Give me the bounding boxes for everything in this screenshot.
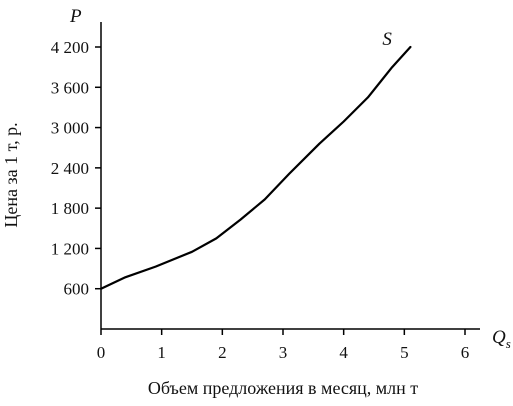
labels: S P Qs Объем предложения в месяц, млн т Цена…	[1, 6, 511, 398]
x-tick-label: 2	[218, 343, 227, 362]
x-axis-symbol: Qs	[492, 327, 511, 351]
axes	[100, 22, 480, 330]
y-tick-label: 2 400	[51, 159, 89, 178]
x-tick-label: 1	[157, 343, 166, 362]
y-tick-label: 600	[64, 280, 90, 299]
x-tick-label: 0	[97, 343, 106, 362]
ticks: 600 1 200 1 800 2 400 3 000 3 600 4 200 0 1 2 3 4 5 6	[51, 38, 470, 362]
y-axis-symbol: P	[69, 6, 82, 27]
y-tick-label: 4 200	[51, 38, 89, 57]
y-tick-label: 3 000	[51, 119, 89, 138]
series-label: S	[382, 29, 392, 50]
series-line-s	[99, 45, 412, 290]
x-tick-label: 6	[461, 343, 470, 362]
y-tick-label: 1 800	[51, 199, 89, 218]
x-tick-label: 3	[279, 343, 288, 362]
x-tick-label: 4	[339, 343, 348, 362]
x-axis-title: Объем предложения в месяц, млн т	[148, 378, 418, 398]
y-axis-title: Цена за 1 т, р.	[1, 122, 21, 227]
series-layer	[99, 45, 412, 290]
y-tick-label: 1 200	[51, 239, 89, 258]
x-axis-symbol-main: Q	[492, 327, 506, 348]
x-axis-symbol-sub: s	[506, 336, 511, 351]
y-tick-label: 3 600	[51, 78, 89, 97]
x-tick-label: 5	[400, 343, 409, 362]
